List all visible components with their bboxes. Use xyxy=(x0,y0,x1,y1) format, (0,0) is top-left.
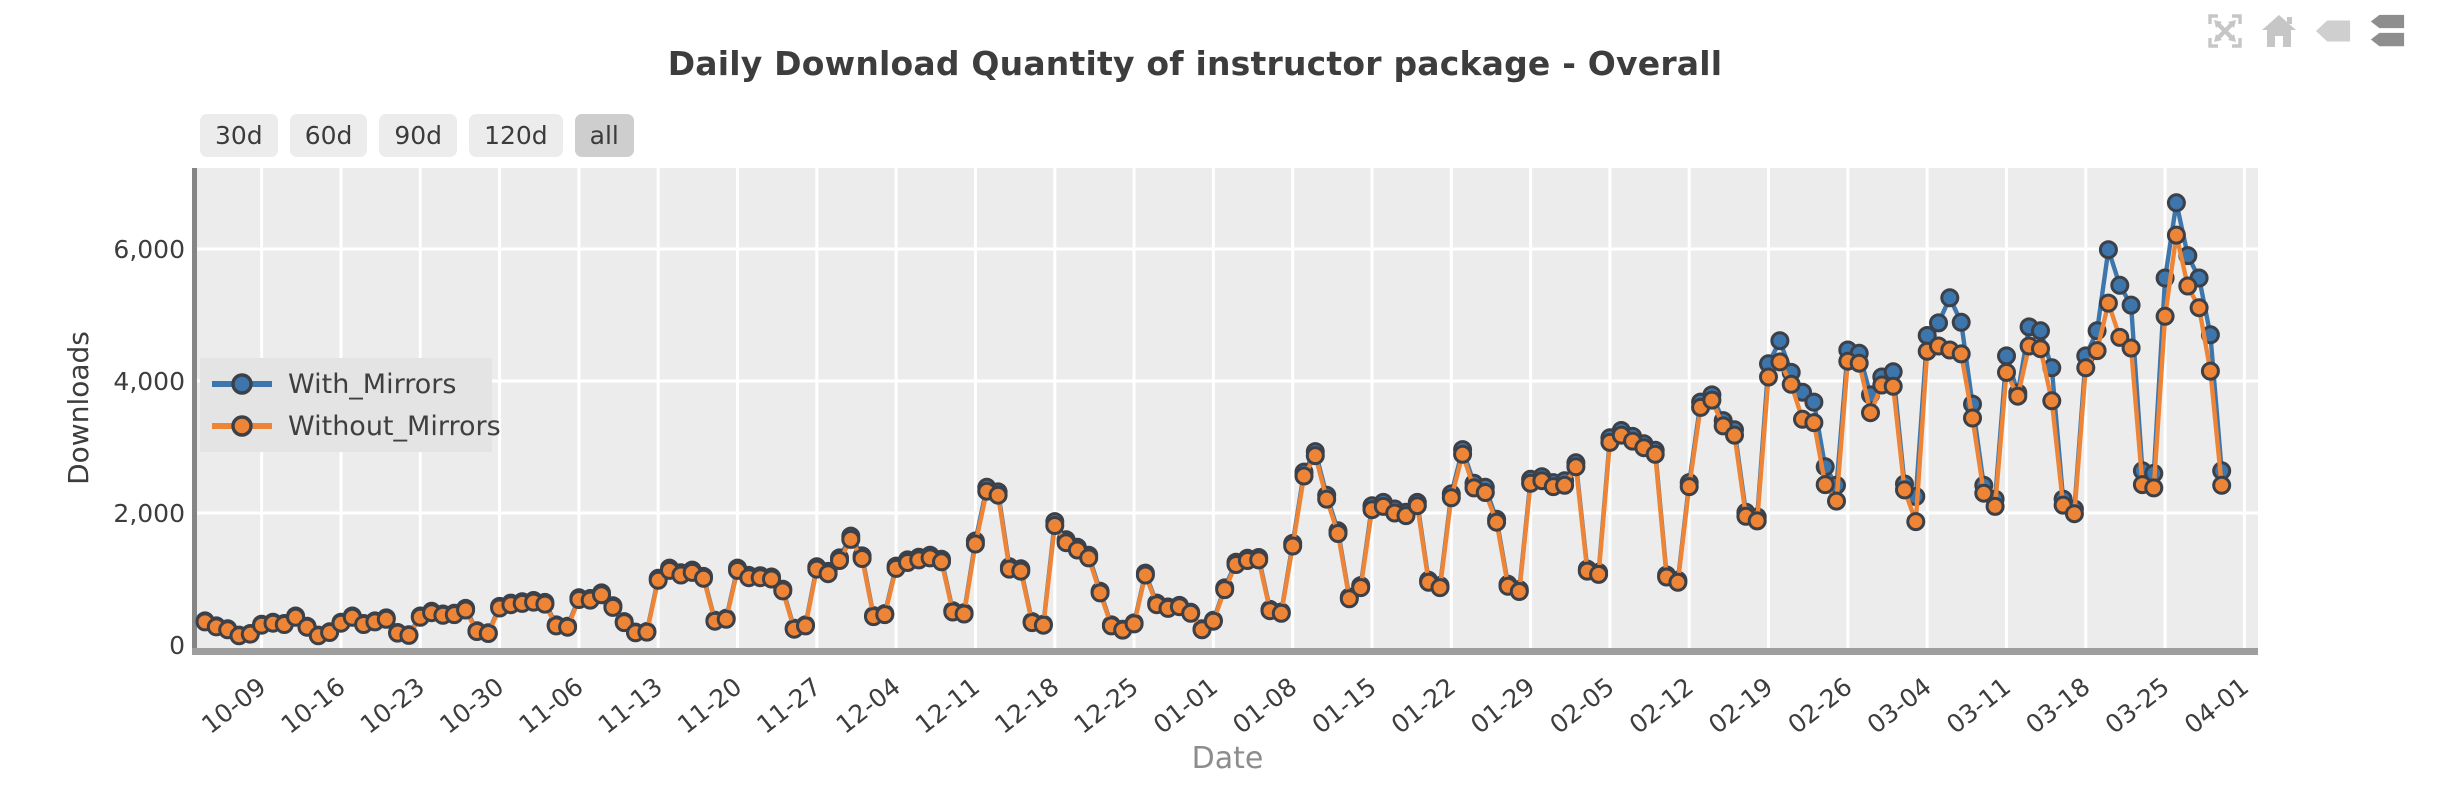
tags-stack-icon[interactable] xyxy=(2368,12,2406,50)
svg-text:03-18: 03-18 xyxy=(2020,672,2095,740)
svg-text:04-01: 04-01 xyxy=(2179,672,2254,740)
svg-text:12-18: 12-18 xyxy=(989,672,1064,740)
svg-text:Without_Mirrors: Without_Mirrors xyxy=(288,411,501,442)
svg-text:11-06: 11-06 xyxy=(513,672,588,740)
home-icon[interactable] xyxy=(2260,12,2298,50)
chart-legend[interactable]: With_Mirrors Without_Mirrors xyxy=(200,358,501,452)
svg-text:With_Mirrors: With_Mirrors xyxy=(288,369,456,400)
svg-text:03-04: 03-04 xyxy=(1862,672,1937,740)
svg-text:02-12: 02-12 xyxy=(1624,672,1699,740)
plot-background xyxy=(197,168,2258,648)
svg-text:11-13: 11-13 xyxy=(593,672,668,740)
y-axis-spine xyxy=(192,168,197,655)
range-button-30d[interactable]: 30d xyxy=(200,114,278,157)
svg-text:01-08: 01-08 xyxy=(1227,672,1302,740)
svg-text:01-01: 01-01 xyxy=(1148,672,1223,740)
svg-text:4,000: 4,000 xyxy=(113,367,185,396)
svg-text:01-15: 01-15 xyxy=(1307,672,1382,740)
svg-text:2,000: 2,000 xyxy=(113,499,185,528)
svg-text:12-25: 12-25 xyxy=(1069,672,1144,740)
svg-text:10-30: 10-30 xyxy=(434,672,509,740)
tag-icon[interactable] xyxy=(2314,12,2352,50)
svg-text:02-05: 02-05 xyxy=(1545,672,1620,740)
svg-text:02-19: 02-19 xyxy=(1703,672,1778,740)
range-button-120d[interactable]: 120d xyxy=(469,114,563,157)
svg-text:01-29: 01-29 xyxy=(1465,672,1540,740)
legend-item-With_Mirrors[interactable]: With_Mirrors xyxy=(212,369,456,400)
svg-text:11-27: 11-27 xyxy=(751,672,826,740)
page-title: Daily Download Quantity of instructor pa… xyxy=(667,44,1723,83)
x-axis-spine xyxy=(192,648,2258,655)
svg-text:12-11: 12-11 xyxy=(910,672,985,740)
svg-text:02-26: 02-26 xyxy=(1782,672,1857,740)
svg-text:6,000: 6,000 xyxy=(113,235,185,264)
x-axis-labels: 10-09 10-16 10-23 10-30 11-06 11-13 11-20 11-27… xyxy=(196,672,2254,740)
svg-text:11-20: 11-20 xyxy=(672,672,747,740)
range-button-all[interactable]: all xyxy=(574,114,634,157)
svg-text:03-11: 03-11 xyxy=(1941,672,2016,740)
range-button-90d[interactable]: 90d xyxy=(379,114,458,157)
svg-text:10-23: 10-23 xyxy=(355,672,430,740)
y-axis-labels: 0 2,000 4,000 6,000 xyxy=(113,235,185,660)
range-button-group: 30d 60d 90d 120d all xyxy=(200,114,634,157)
legend-item-Without_Mirrors[interactable]: Without_Mirrors xyxy=(212,411,501,442)
range-button-60d[interactable]: 60d xyxy=(289,114,368,157)
chart-toolbar xyxy=(2206,12,2406,50)
svg-text:03-25: 03-25 xyxy=(2100,672,2175,740)
series-Without_Mirrors xyxy=(195,225,2232,646)
x-axis-title: Date xyxy=(1192,741,1264,776)
svg-text:10-09: 10-09 xyxy=(196,672,271,740)
svg-text:01-22: 01-22 xyxy=(1386,672,1461,740)
svg-text:0: 0 xyxy=(169,631,185,660)
fullscreen-icon[interactable] xyxy=(2206,12,2244,50)
svg-text:12-04: 12-04 xyxy=(831,672,906,740)
svg-text:10-16: 10-16 xyxy=(276,672,351,740)
y-axis-title: Downloads xyxy=(62,331,95,485)
